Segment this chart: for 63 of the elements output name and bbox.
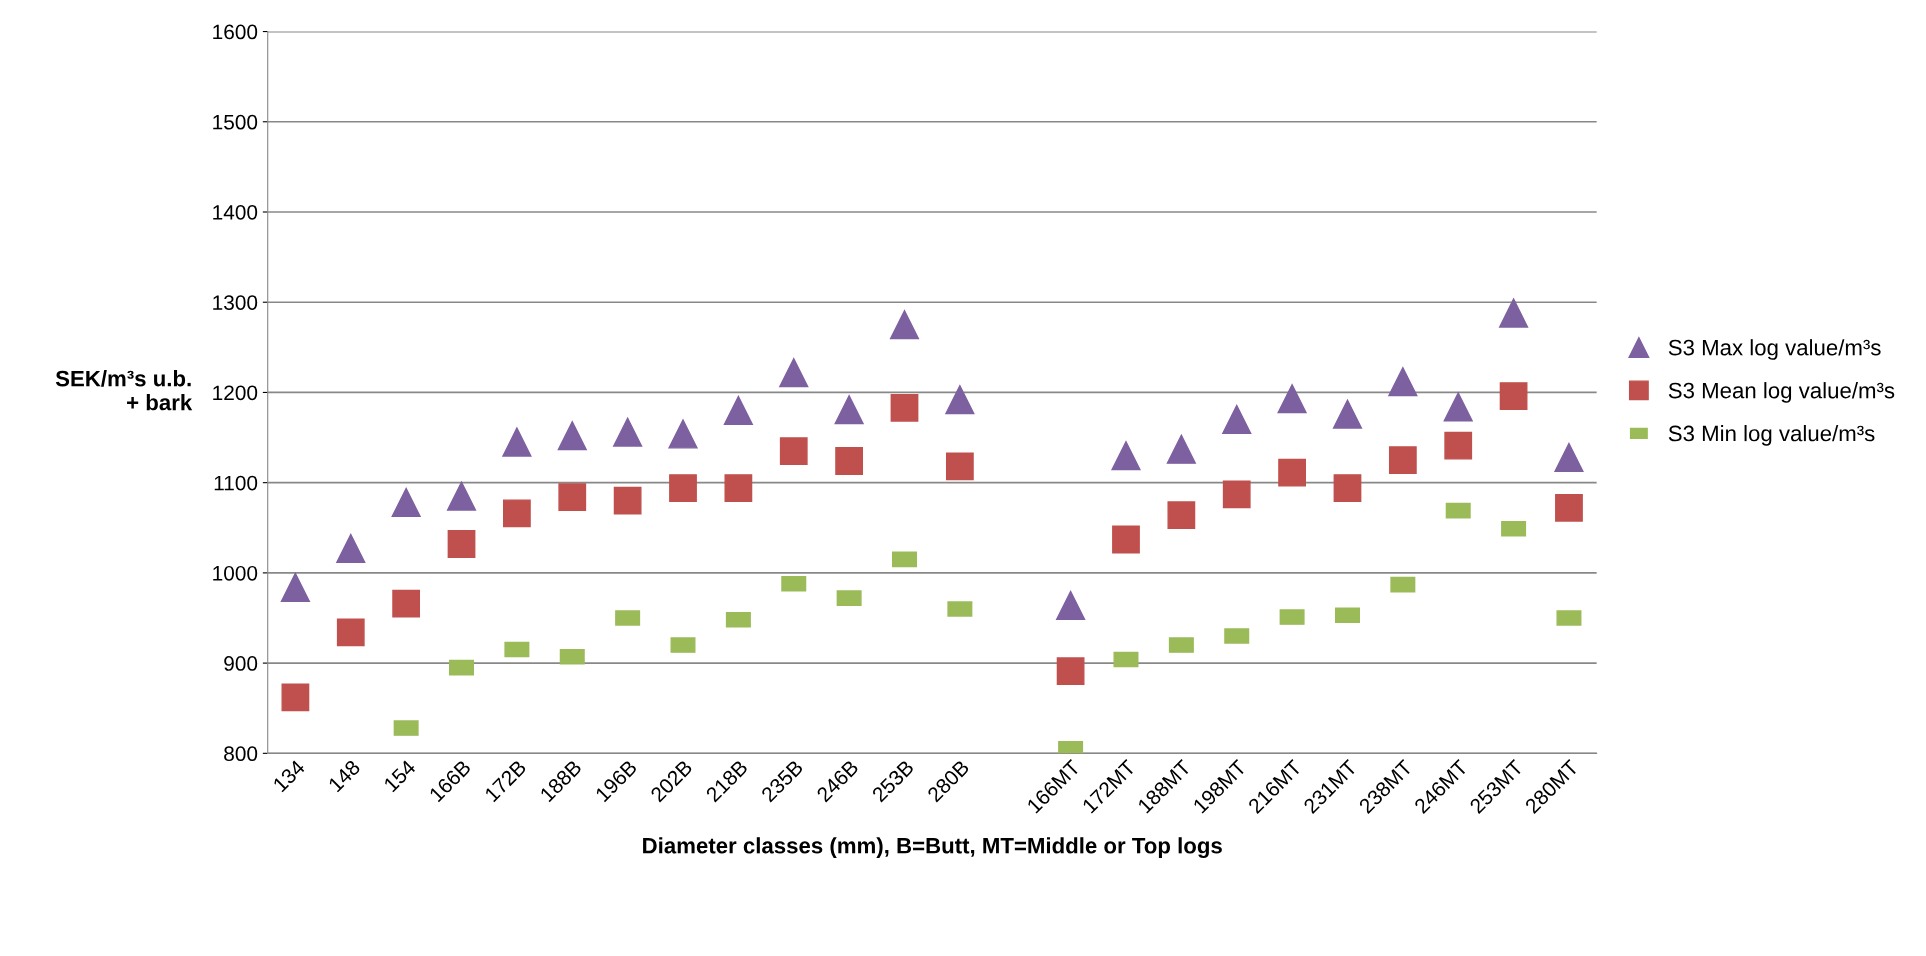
point <box>1167 501 1196 530</box>
legend-label: S3 Min log value/m³s <box>1668 425 1875 446</box>
point <box>336 533 366 564</box>
point <box>558 483 587 511</box>
x-tick-label: 154 <box>383 759 417 793</box>
point <box>1332 399 1363 429</box>
point <box>1555 494 1583 522</box>
y-tick-label: 1600 <box>213 24 258 40</box>
point <box>503 499 531 528</box>
point <box>613 486 642 515</box>
point <box>1388 367 1418 397</box>
point <box>835 447 864 475</box>
point <box>1499 382 1528 410</box>
x-tick-label: 134 <box>272 759 306 793</box>
point <box>1333 474 1362 502</box>
x-tick-label: 148 <box>327 759 361 793</box>
point <box>1056 590 1086 620</box>
point <box>446 481 477 511</box>
point <box>1277 384 1307 414</box>
point <box>280 572 310 602</box>
point <box>281 683 310 712</box>
y-tick-label: 1100 <box>214 475 258 491</box>
point <box>834 394 864 425</box>
point <box>723 395 753 426</box>
point <box>1111 441 1141 471</box>
point <box>724 474 753 502</box>
point <box>945 385 975 415</box>
point <box>945 452 974 481</box>
point <box>889 310 920 340</box>
point <box>447 530 476 558</box>
point <box>392 589 421 618</box>
y-tick-label: 1000 <box>213 565 258 581</box>
point <box>1444 431 1473 460</box>
legend-label: S3 Max log value/m³s <box>1668 339 1881 360</box>
point <box>779 358 809 388</box>
point <box>1499 298 1529 328</box>
point <box>1222 404 1252 435</box>
point <box>557 421 587 451</box>
point <box>890 393 919 422</box>
point <box>502 427 532 457</box>
y-tick-label: 1400 <box>213 204 258 220</box>
point <box>1056 657 1085 686</box>
point <box>1222 480 1251 509</box>
point <box>779 437 808 465</box>
legend-label: S3 Mean log value/m³s <box>1668 382 1895 403</box>
point <box>1166 434 1196 464</box>
y-tick-label: 1200 <box>213 385 258 401</box>
point <box>391 487 421 518</box>
point <box>1112 525 1140 554</box>
y-axis-title: SEK/m³s u.b. + bark <box>55 370 193 411</box>
point <box>1554 442 1584 472</box>
y-tick-label: 1300 <box>213 295 258 310</box>
x-axis-title: Diameter classes (mm), B=Butt, MT=Middle or Top logs <box>643 837 1222 859</box>
point <box>1443 392 1473 422</box>
point <box>668 419 698 449</box>
y-tick-label: 800 <box>224 746 258 762</box>
point <box>613 417 643 447</box>
y-tick-label: 900 <box>224 656 258 671</box>
point <box>336 618 365 647</box>
y-tick-label: 1500 <box>213 114 258 130</box>
point <box>1278 458 1306 487</box>
point <box>669 474 697 502</box>
point <box>1388 446 1417 474</box>
